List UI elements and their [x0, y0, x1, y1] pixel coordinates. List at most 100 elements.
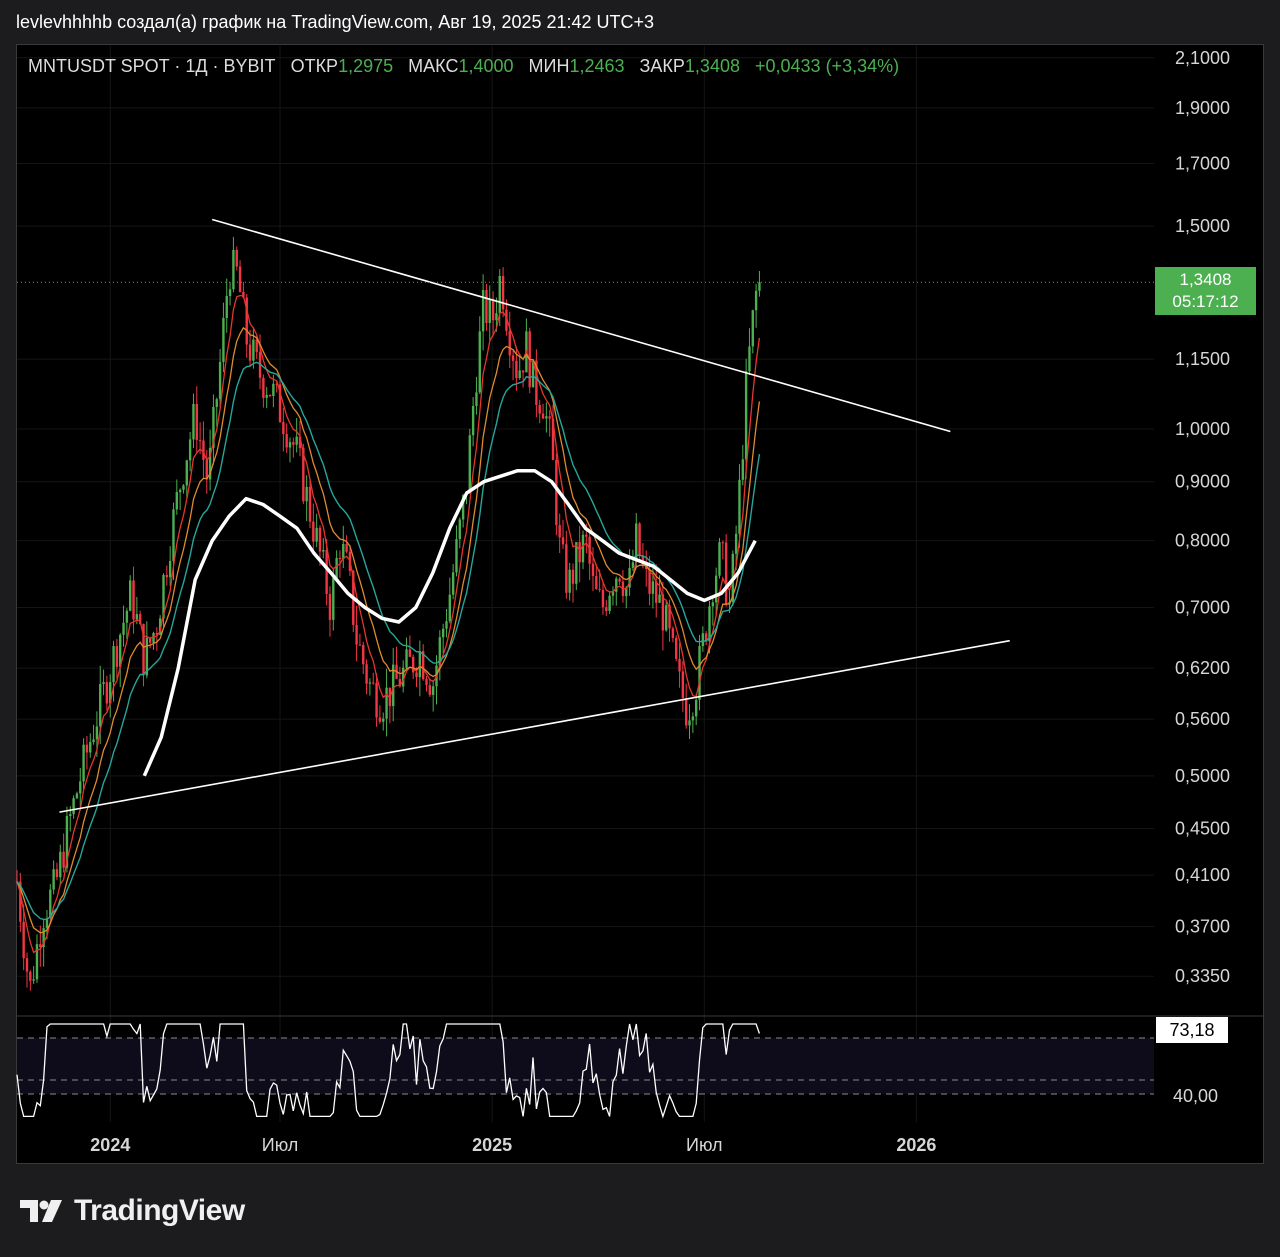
- candle-body: [155, 633, 159, 635]
- candle-body: [42, 928, 45, 948]
- candle-body: [322, 550, 325, 552]
- price-axis-tick: 1,7000: [1175, 154, 1230, 174]
- candle-body: [461, 495, 465, 520]
- candle-body: [198, 440, 202, 442]
- candle-body: [571, 569, 575, 584]
- candle-body: [208, 447, 212, 480]
- trendline: [59, 639, 1010, 813]
- candle-body: [738, 479, 741, 534]
- candle-body: [441, 628, 445, 638]
- grid: [17, 46, 1154, 1122]
- candle-body: [135, 614, 139, 620]
- candle-body: [242, 292, 245, 298]
- candle-body: [298, 436, 302, 449]
- candle-body: [431, 686, 435, 695]
- candle-body: [162, 574, 165, 619]
- candle-body: [691, 716, 695, 721]
- candle-body: [445, 621, 448, 629]
- candle-body: [402, 667, 405, 687]
- time-axis-tick: 2026: [896, 1135, 936, 1155]
- tradingview-branding[interactable]: TradingView: [18, 1194, 245, 1228]
- candle-body: [694, 699, 698, 717]
- candle-body: [328, 593, 332, 620]
- candle-body: [501, 275, 505, 310]
- candle-body: [195, 403, 198, 441]
- candle-body: [272, 383, 275, 397]
- candle-body: [538, 404, 541, 414]
- candle-body: [754, 290, 758, 311]
- price-axis-tick: 1,1500: [1175, 349, 1230, 369]
- candle-body: [215, 399, 218, 407]
- candle-body: [178, 489, 182, 493]
- candle-body: [428, 685, 432, 695]
- chart-area[interactable]: [16, 44, 1264, 1164]
- price-axis-tick: 0,9000: [1175, 472, 1230, 492]
- candle-body: [262, 377, 265, 398]
- candle-body: [128, 580, 132, 611]
- candle-body: [724, 542, 728, 605]
- symbol-legend: MNTUSDT SPOT · 1Д · BYBIT ОТКР1,2975 МАК…: [28, 56, 899, 77]
- candle-body: [168, 560, 172, 578]
- candle-body: [382, 718, 385, 722]
- candle-body: [704, 633, 708, 642]
- candle-body: [305, 486, 308, 502]
- candle-body: [99, 683, 102, 727]
- candle-body: [65, 816, 69, 868]
- candle-body: [325, 550, 328, 594]
- candle-body: [421, 651, 425, 680]
- candle-body: [25, 958, 29, 972]
- candle-body: [172, 509, 175, 561]
- candle-body: [45, 918, 49, 929]
- candle-body: [89, 742, 92, 753]
- candle-body: [308, 486, 312, 522]
- candle-body: [152, 633, 155, 643]
- ema-mid-line: [16, 326, 761, 934]
- candle-body: [734, 533, 738, 554]
- low-label: МИН: [528, 56, 570, 76]
- candle-body: [132, 580, 135, 620]
- moving-averages: [16, 294, 761, 954]
- candle-body: [372, 682, 375, 684]
- candle-body: [635, 523, 638, 563]
- candle-body: [585, 534, 588, 537]
- candle-body: [332, 578, 335, 620]
- symbol-label[interactable]: MNTUSDT SPOT · 1Д · BYBIT: [28, 56, 276, 76]
- candle-body: [318, 527, 322, 552]
- candle-body: [698, 645, 701, 700]
- candle-body: [85, 744, 89, 753]
- candle-body: [545, 416, 548, 419]
- candle-body: [515, 360, 518, 379]
- candle-body: [681, 671, 685, 699]
- candle-body: [385, 687, 388, 719]
- candle-body: [32, 979, 35, 981]
- candle-body: [165, 574, 169, 578]
- candle-body: [744, 371, 748, 460]
- price-axis-tick: 1,9000: [1175, 98, 1230, 118]
- candle-body: [282, 422, 285, 435]
- candle-body: [288, 442, 292, 448]
- candle-body: [415, 672, 418, 678]
- price-axis-tick: 0,4100: [1175, 865, 1230, 885]
- candle-body: [458, 519, 462, 540]
- low-value: 1,2463: [569, 56, 625, 76]
- candle-body: [232, 249, 235, 290]
- ema-fast-line: [16, 294, 761, 954]
- candle-body: [222, 318, 225, 362]
- price-axis-tick: 0,6200: [1175, 658, 1230, 678]
- candle-body: [292, 442, 295, 445]
- candle-body: [605, 607, 608, 612]
- candle-body: [671, 628, 675, 638]
- price-axis: 2,1000 1,9000 1,7000 1,5000 1,1500 1,0000 0,90…: [1175, 48, 1230, 986]
- price-axis-tick: 0,3700: [1175, 916, 1230, 936]
- candle-body: [688, 720, 691, 726]
- candle-body: [561, 537, 565, 545]
- rsi-value-tag: 73,18: [1156, 1017, 1228, 1043]
- trendlines: [17, 218, 1154, 813]
- candle-body: [411, 656, 415, 673]
- candle-body: [192, 403, 195, 440]
- candle-body: [115, 646, 119, 667]
- high-value: 1,4000: [458, 56, 514, 76]
- rsi-line: [16, 1023, 761, 1119]
- candle-body: [105, 682, 109, 704]
